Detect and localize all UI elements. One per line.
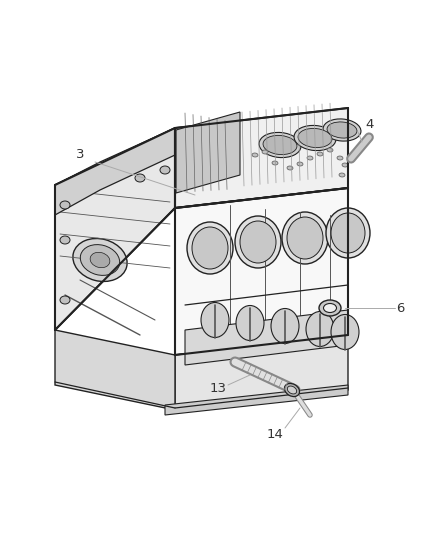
Ellipse shape [284,383,300,397]
Polygon shape [55,330,175,410]
Text: 14: 14 [267,429,283,441]
Polygon shape [175,335,348,410]
Ellipse shape [331,314,359,350]
Text: 3: 3 [76,149,84,161]
Ellipse shape [287,217,323,259]
Ellipse shape [262,150,268,154]
Ellipse shape [236,305,264,341]
Ellipse shape [201,303,229,337]
Ellipse shape [282,212,328,264]
Ellipse shape [192,227,228,269]
Polygon shape [176,112,240,193]
Ellipse shape [160,166,170,174]
Ellipse shape [323,119,361,141]
Ellipse shape [252,153,258,157]
Ellipse shape [259,132,301,158]
Ellipse shape [135,174,145,182]
Ellipse shape [327,148,333,152]
Ellipse shape [319,300,341,316]
Ellipse shape [337,156,343,160]
Ellipse shape [324,303,336,312]
Ellipse shape [263,135,297,155]
Ellipse shape [60,201,70,209]
Ellipse shape [327,122,357,138]
Polygon shape [55,128,175,215]
Ellipse shape [331,213,365,253]
Ellipse shape [326,208,370,258]
Polygon shape [55,128,175,330]
Polygon shape [165,385,348,415]
Ellipse shape [294,125,336,151]
Ellipse shape [339,173,345,177]
Ellipse shape [90,252,110,268]
Text: 4: 4 [366,118,374,132]
Text: 6: 6 [396,302,404,314]
Ellipse shape [187,222,233,274]
Ellipse shape [298,128,332,148]
Ellipse shape [235,216,281,268]
Polygon shape [185,310,348,365]
Polygon shape [175,108,348,208]
Text: 13: 13 [209,382,226,394]
Ellipse shape [287,166,293,170]
Ellipse shape [342,163,348,167]
Polygon shape [175,188,348,355]
Ellipse shape [73,238,127,281]
Ellipse shape [317,152,323,156]
Ellipse shape [306,311,334,346]
Ellipse shape [307,156,313,160]
Ellipse shape [271,309,299,343]
Ellipse shape [240,221,276,263]
Ellipse shape [60,296,70,304]
Ellipse shape [80,245,120,276]
Ellipse shape [60,236,70,244]
Ellipse shape [297,162,303,166]
Ellipse shape [272,161,278,165]
Ellipse shape [287,386,297,394]
